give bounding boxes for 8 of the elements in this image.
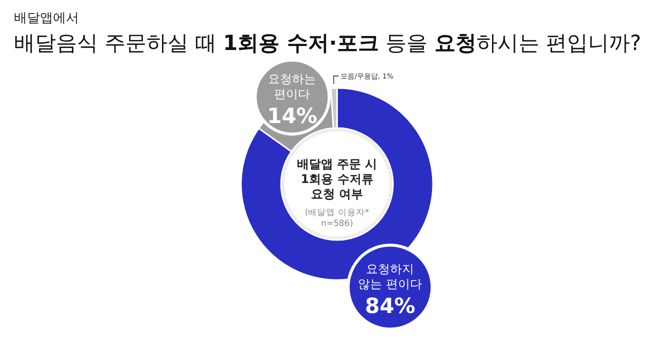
data-label: 14% [267, 104, 318, 128]
slice-label: 요청하지 않는 편이다 [358, 262, 422, 292]
data-label: 84% [365, 294, 416, 318]
chart-title: 배달음식 주문하실 때 1회용 수저·포크 등을 요청하시는 편입니까? [14, 31, 642, 55]
slice-label: 요청하는 편이다 [268, 72, 316, 102]
text: 배달앱 주문 시 1회용 수저류 요청 여부 [296, 157, 378, 201]
text: (배달앱 이용자* n=586) [304, 208, 370, 229]
text: 배달앱에서 [14, 11, 79, 26]
